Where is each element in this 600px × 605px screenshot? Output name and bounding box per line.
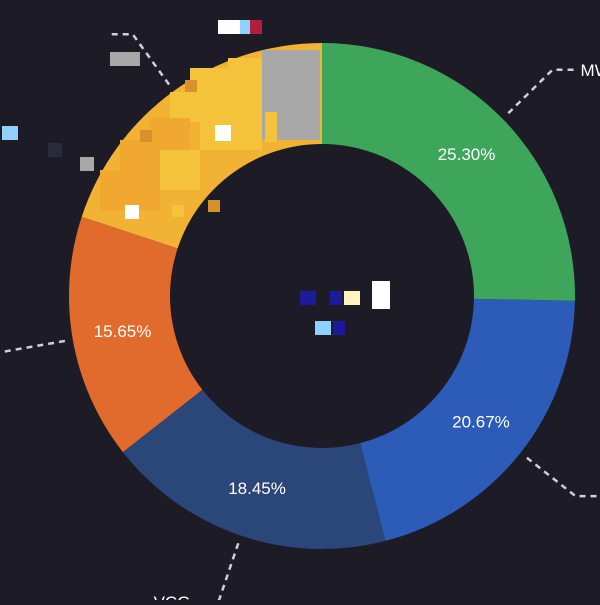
pixel-artifact	[172, 205, 184, 217]
leader-line	[0, 339, 66, 353]
slice-value-label: 18.45%	[228, 479, 286, 498]
pixel-artifact	[140, 130, 152, 142]
pixel-artifact	[100, 170, 160, 210]
pixel-artifact	[110, 52, 140, 66]
slice-0-mw	[322, 43, 576, 301]
slice-2-vcg	[122, 389, 386, 549]
slice-value-label: 25.30%	[438, 145, 496, 164]
pixel-artifact	[80, 157, 94, 171]
pixel-artifact	[125, 205, 139, 219]
pixel-artifact	[215, 125, 231, 141]
pixel-artifact	[372, 281, 390, 309]
pixel-artifact	[170, 92, 200, 122]
pixel-artifact	[208, 200, 220, 212]
slice-3-unlabeled	[68, 216, 203, 453]
leader-line	[507, 68, 575, 115]
pixel-artifact	[48, 143, 62, 157]
slices-layer	[68, 43, 576, 549]
pixel-artifact	[160, 150, 200, 190]
leader-line	[526, 456, 598, 498]
pixel-artifact	[250, 20, 262, 34]
pixel-artifact	[344, 291, 360, 305]
slice-value-label: 20.67%	[452, 412, 510, 431]
pixel-artifact	[300, 291, 316, 305]
slice-value-label: 15.65%	[94, 322, 152, 341]
labels-layer: 25.30%MW20.67%I18.45%VCG15.65%	[94, 61, 600, 605]
pixel-artifact	[333, 321, 345, 335]
pixel-artifact	[185, 80, 197, 92]
slice-category-label: MW	[581, 61, 600, 80]
pixel-artifacts	[2, 20, 390, 335]
pixel-artifact	[315, 321, 331, 335]
pixel-artifact	[218, 20, 240, 34]
slice-category-label: VCG	[154, 593, 191, 600]
slice-1-i	[360, 298, 575, 541]
pixel-artifact	[2, 126, 18, 140]
leader-line	[196, 542, 240, 604]
pixel-artifact	[330, 291, 342, 305]
pixel-artifact	[240, 20, 250, 34]
pixel-artifact	[265, 112, 277, 142]
